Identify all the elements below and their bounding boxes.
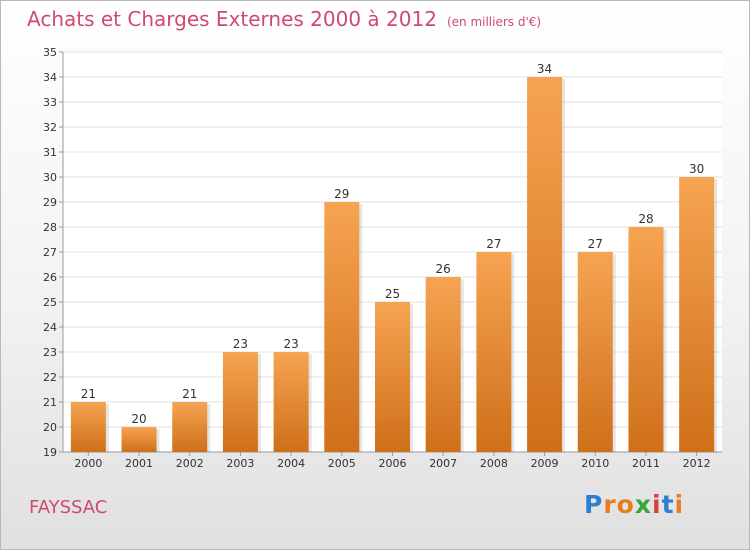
y-tick-label: 35 [43,46,57,59]
bar-value-label: 34 [537,62,552,76]
x-tick-label: 2006 [379,457,407,470]
y-tick-label: 21 [43,396,57,409]
x-tick-label: 2010 [581,457,609,470]
bar [679,177,715,452]
y-tick-label: 23 [43,346,57,359]
bar-value-label: 28 [638,212,653,226]
x-tick-label: 2009 [531,457,559,470]
x-tick-label: 2002 [176,457,204,470]
logo-letter: r [603,490,617,519]
bar-value-label: 23 [283,337,298,351]
logo-letter: P [584,490,604,519]
bar [375,302,410,452]
x-tick-label: 2004 [277,457,305,470]
y-tick-label: 30 [43,171,57,184]
bar-value-label: 29 [334,187,349,201]
proxiti-logo[interactable]: Proxiti [584,490,684,519]
bar-value-label: 26 [436,262,451,276]
x-tick-label: 2011 [632,457,660,470]
x-tick-label: 2005 [328,457,356,470]
bar-value-label: 21 [81,387,96,401]
chart-title-text: Achats et Charges Externes 2000 à 2012 [27,7,437,31]
y-tick-label: 32 [43,121,57,134]
chart-subtitle: (en milliers d'€) [446,15,542,29]
chart-title: Achats et Charges Externes 2000 à 2012 (e… [27,7,541,31]
bar [628,227,664,452]
bar [70,402,106,452]
bar [425,277,461,452]
bar-value-label: 20 [131,412,146,426]
logo-letter: x [634,490,652,519]
y-tick-label: 29 [43,196,57,209]
bar [476,252,512,452]
bar-value-label: 25 [385,287,400,301]
bar [577,252,613,452]
y-tick-label: 28 [43,221,57,234]
y-tick-label: 22 [43,371,57,384]
y-tick-label: 20 [43,421,57,434]
x-tick-label: 2007 [429,457,457,470]
y-tick-label: 24 [43,321,57,334]
commune-name: FAYSSAC [29,497,108,518]
logo-letter: t [661,490,675,519]
x-tick-label: 2001 [125,457,153,470]
bar-value-label: 21 [182,387,197,401]
y-tick-label: 25 [43,296,57,309]
bar-value-label: 27 [588,237,603,251]
x-tick-label: 2008 [480,457,508,470]
bar-value-label: 27 [486,237,501,251]
bar [273,352,309,452]
x-tick-label: 2003 [226,457,254,470]
y-tick-label: 19 [43,446,57,459]
logo-letter: i [674,490,685,519]
x-tick-label: 2000 [74,457,102,470]
bar [222,352,258,452]
y-tick-label: 31 [43,146,57,159]
y-tick-label: 26 [43,271,57,284]
bar [121,427,157,452]
bar-value-label: 23 [233,337,248,351]
y-tick-label: 34 [43,71,57,84]
bar [324,202,360,452]
x-tick-label: 2012 [683,457,711,470]
logo-letter: o [616,490,635,519]
logo-letter: i [652,490,662,519]
y-tick-label: 27 [43,246,57,259]
y-tick-label: 33 [43,96,57,109]
bar [172,402,208,452]
bar-value-label: 30 [689,162,704,176]
bar [527,77,563,452]
